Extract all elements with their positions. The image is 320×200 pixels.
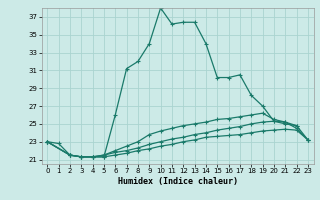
X-axis label: Humidex (Indice chaleur): Humidex (Indice chaleur) <box>118 177 237 186</box>
